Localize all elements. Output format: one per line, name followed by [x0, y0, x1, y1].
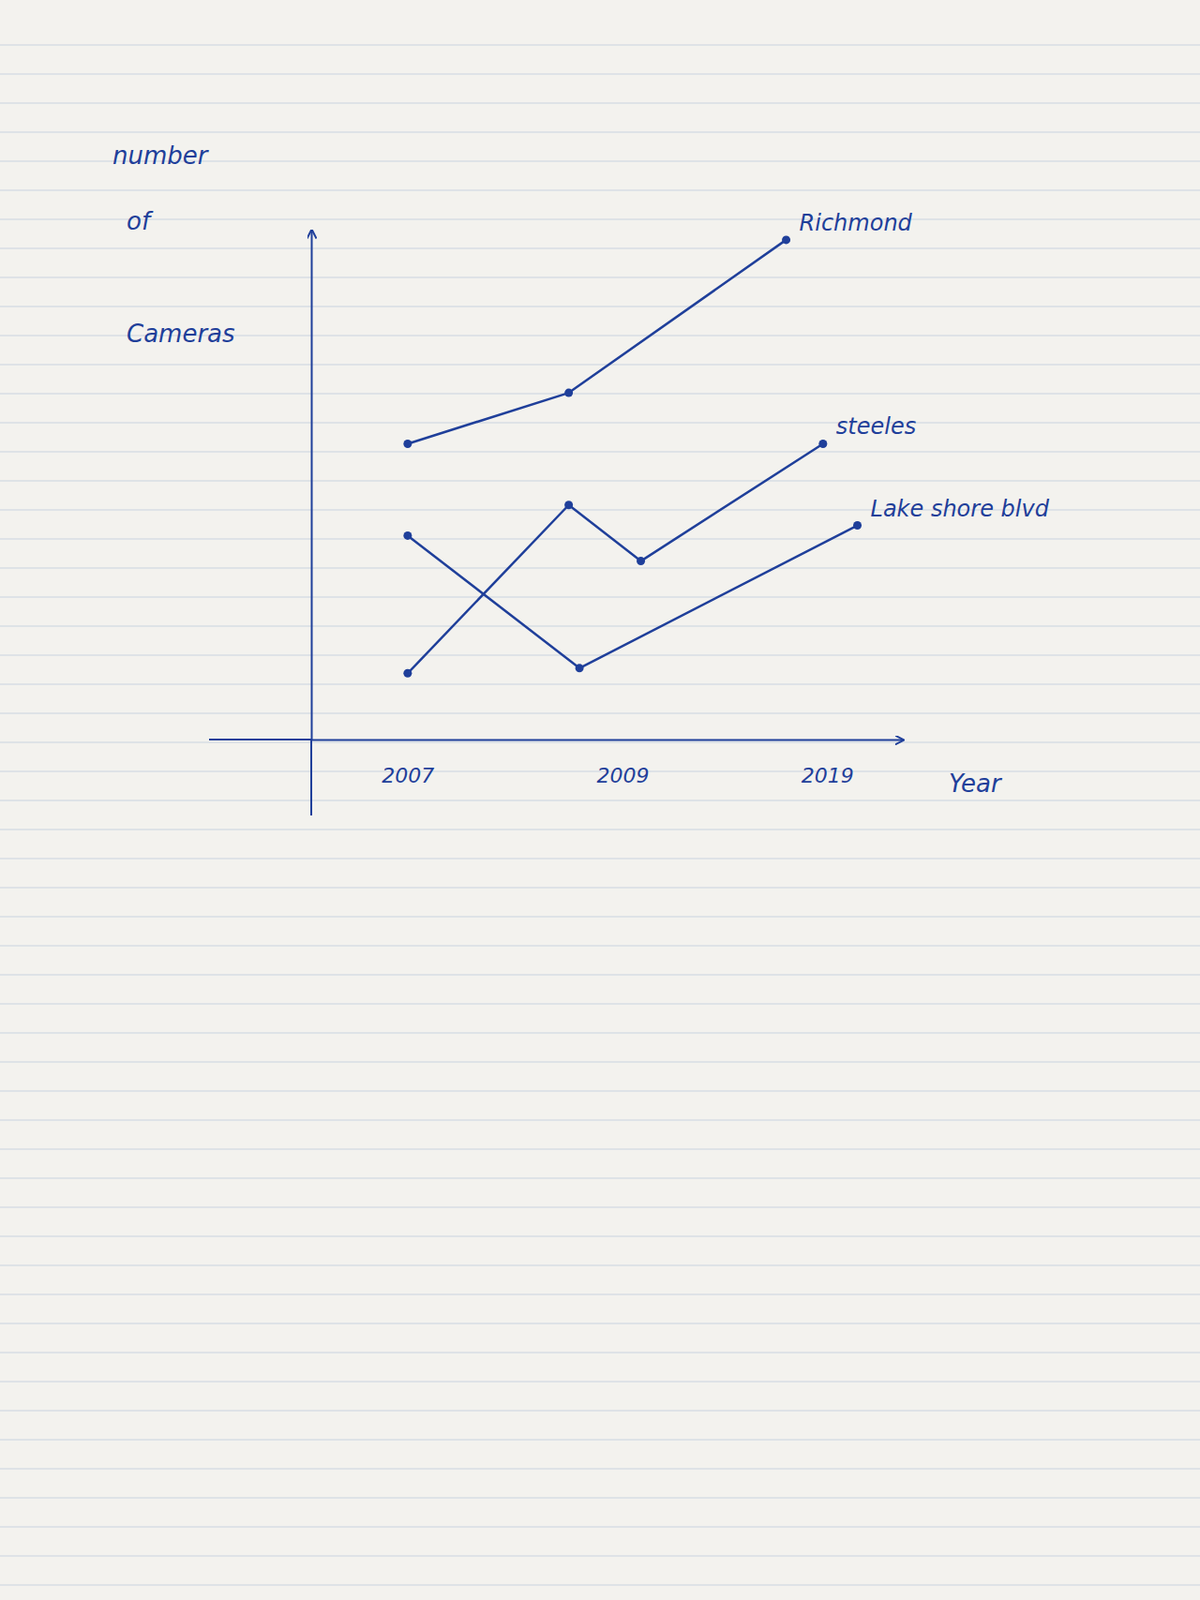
ruled-line: [0, 742, 1200, 744]
series-point: [781, 235, 791, 244]
ruled-line: [0, 1062, 1200, 1064]
ruled-line: [0, 1033, 1200, 1035]
axis-extension: [209, 738, 312, 741]
y-axis: [311, 230, 313, 741]
ruled-line: [0, 103, 1200, 105]
plot-area: [403, 235, 862, 677]
series-label: Richmond: [799, 210, 914, 237]
ruled-line: [0, 1352, 1200, 1354]
series-point: [564, 389, 573, 398]
series-labels: Richmond steeles Lake shore blvd: [799, 210, 1050, 523]
ruled-line: [0, 1527, 1200, 1529]
ruled-line: [0, 800, 1200, 802]
ruled-line: [0, 1004, 1200, 1005]
ruled-line: [0, 132, 1200, 134]
ruled-line: [0, 539, 1200, 540]
ruled-line: [0, 655, 1200, 657]
series-label: steeles: [836, 413, 916, 440]
ruled-line: [0, 1265, 1200, 1267]
series-point: [564, 500, 573, 510]
ruled-line: [0, 1207, 1200, 1209]
ruled-line: [0, 713, 1200, 715]
series-point: [818, 439, 827, 449]
ruled-line: [0, 1149, 1200, 1151]
x-tick: 2009: [596, 739, 649, 788]
x-tick: 2019: [801, 739, 855, 788]
ruled-line: [0, 568, 1200, 570]
ruled-line: [0, 1469, 1200, 1470]
ruled-lines: [0, 45, 1200, 1586]
x-axis-title: Year: [948, 769, 1004, 798]
x-axis: 2007 2009 2019: [312, 739, 904, 788]
y-axis-line: [311, 230, 314, 741]
ruled-line: [0, 451, 1200, 453]
ruled-line: [0, 74, 1200, 75]
ruled-line: [0, 393, 1200, 395]
ruled-line: [0, 858, 1200, 860]
chart: 2007 2009 2019 Year numberofCameras Richmond s…: [0, 0, 1200, 1600]
paper: [0, 0, 1200, 1600]
ruled-line: [0, 975, 1200, 976]
series-point: [853, 521, 862, 530]
series-point: [575, 663, 585, 673]
ruled-line: [0, 1236, 1200, 1238]
ruled-line: [0, 1323, 1200, 1325]
ruled-line: [0, 480, 1200, 482]
x-tick-label: 2009: [596, 764, 649, 788]
ruled-line: [0, 277, 1200, 279]
ruled-line: [0, 1294, 1200, 1296]
y-axis-title: numberofCameras: [112, 141, 236, 348]
ruled-line: [0, 1381, 1200, 1383]
x-tick: 2007: [381, 739, 435, 788]
ruled-line: [0, 1178, 1200, 1180]
ruled-line: [0, 422, 1200, 424]
ruled-line: [0, 887, 1200, 889]
ruled-line: [0, 1440, 1200, 1441]
ruled-line: [0, 829, 1200, 831]
ruled-line: [0, 597, 1200, 599]
ruled-line: [0, 306, 1200, 308]
ruled-line: [0, 248, 1200, 250]
series-line: [407, 240, 787, 445]
series-point: [403, 439, 412, 449]
series-line: [407, 525, 858, 669]
ruled-line: [0, 1585, 1200, 1587]
series-point: [403, 669, 412, 678]
ruled-line: [0, 945, 1200, 947]
series-point: [636, 556, 645, 566]
x-tick-label: 2007: [381, 764, 435, 788]
ruled-line: [0, 684, 1200, 686]
series-line: [407, 443, 824, 674]
ruled-line: [0, 1556, 1200, 1558]
ruled-line: [0, 626, 1200, 628]
ruled-line: [0, 364, 1200, 366]
x-axis-line: [312, 739, 904, 742]
x-tick-label: 2019: [801, 764, 855, 788]
ruled-line: [0, 45, 1200, 46]
ruled-line: [0, 1498, 1200, 1500]
ruled-line: [0, 1410, 1200, 1412]
ruled-line: [0, 1120, 1200, 1122]
series-label: Lake shore blvd: [870, 495, 1050, 523]
ruled-line: [0, 1091, 1200, 1093]
ruled-line: [0, 916, 1200, 918]
ruled-line: [0, 219, 1200, 221]
ruled-line: [0, 190, 1200, 192]
axis-extension: [310, 739, 313, 816]
series-point: [403, 531, 412, 540]
